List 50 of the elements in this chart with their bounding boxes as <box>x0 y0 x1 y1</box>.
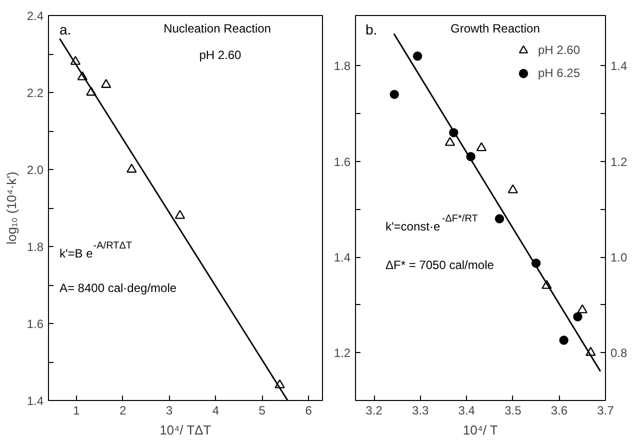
annotation: pH 2.60 <box>199 48 242 62</box>
y-tick-label: 2.4 <box>26 9 44 23</box>
point <box>577 304 588 314</box>
annotation: a. <box>59 21 72 38</box>
y2-tick-label: 1.2 <box>610 154 628 169</box>
x-axis-title: 10⁴/ TΔT <box>160 422 212 438</box>
y-tick-label: 1.8 <box>334 59 351 74</box>
annotation: A= 8400 cal·deg/mole <box>59 281 177 296</box>
annotation: b. <box>366 21 378 38</box>
annotation: Nucleation Reaction <box>164 21 271 36</box>
point <box>476 142 487 152</box>
point <box>559 336 568 345</box>
point <box>126 164 137 173</box>
y2-tick-label: 1.0 <box>610 250 628 265</box>
point <box>412 52 422 61</box>
x-tick-label: 3.5 <box>504 404 522 418</box>
y-tick-label: 2.0 <box>26 163 44 177</box>
point <box>444 136 456 146</box>
y2-tick-label: 1.4 <box>610 59 628 74</box>
x-tick-label: 3.7 <box>597 404 614 418</box>
y-axis-title: log₁₀ (10⁴·k') <box>4 172 19 244</box>
y-tick-label: 2.2 <box>26 86 44 100</box>
legend-label: pH 2.60 <box>538 43 580 57</box>
y2-tick-label: 0.8 <box>610 346 628 360</box>
x-tick-label: 6 <box>305 404 312 418</box>
x-tick-label: 3.3 <box>412 404 429 418</box>
x-tick-label: 4 <box>212 404 220 418</box>
legend-label: pH 6.25 <box>538 66 580 80</box>
annotation: Growth Reaction <box>450 21 540 36</box>
x-tick-label: 2 <box>119 404 126 418</box>
annotation: ΔF* = 7050 cal/mole <box>386 258 494 272</box>
x-tick-label: 3.2 <box>366 404 383 418</box>
x-tick-label: 3.6 <box>550 404 568 418</box>
point <box>573 312 582 322</box>
point <box>174 210 186 219</box>
y-tick-label: 1.4 <box>26 394 44 408</box>
x-tick-label: 3 <box>166 404 173 418</box>
x-tick-label: 5 <box>258 404 266 418</box>
x-axis-title: 10⁴/ T <box>462 422 498 438</box>
point <box>390 90 399 100</box>
x-tick-label: 3.4 <box>458 404 476 418</box>
y-tick-label: 1.6 <box>26 317 44 331</box>
y-tick-label: 1.8 <box>26 240 44 254</box>
x-tick-label: 1 <box>73 404 80 418</box>
point <box>100 79 112 88</box>
y-tick-label: 1.2 <box>334 346 351 360</box>
y-tick-label: 1.4 <box>334 250 351 265</box>
point <box>508 184 518 194</box>
point <box>494 214 504 224</box>
y-tick-label: 1.6 <box>334 154 351 169</box>
